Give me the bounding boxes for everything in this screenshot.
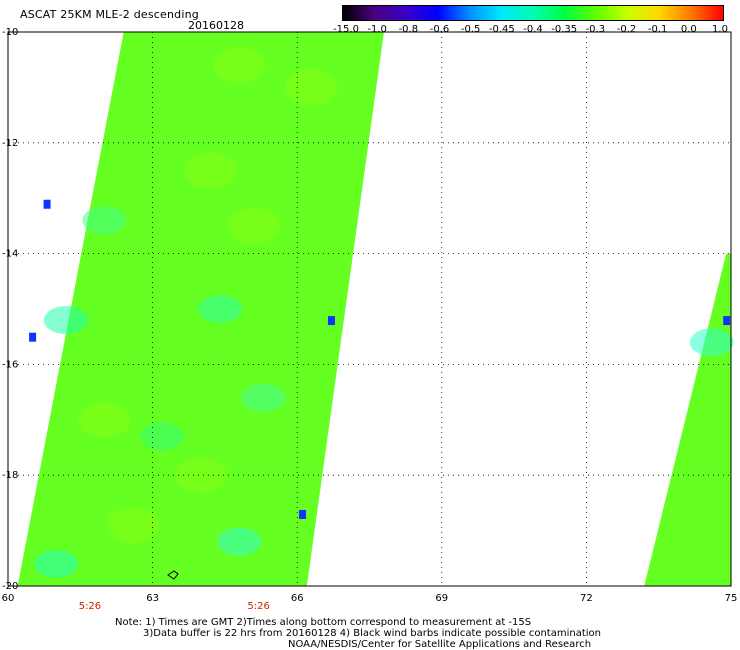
map-title: ASCAT 25KM MLE-2 descending <box>20 8 199 21</box>
colorbar-labels: -15.0 -1.0 -0.8 -0.6 -0.5 -0.45 -0.4 -0.35 -0.3-… <box>330 24 730 36</box>
lat-tick-label: -12 <box>2 138 18 149</box>
data-patch <box>213 47 266 84</box>
blue-pixel <box>723 316 731 326</box>
data-patch <box>43 306 88 335</box>
map-date: 20160128 <box>188 19 244 32</box>
east-swath <box>644 253 731 586</box>
map-frame <box>7 31 732 587</box>
data-patch <box>34 549 79 578</box>
blue-pixel <box>29 332 37 342</box>
colorbar-tick-label: -0.2 <box>616 24 637 35</box>
lat-tick-label: -14 <box>2 249 18 260</box>
data-patch <box>241 383 286 412</box>
data-patch <box>107 507 160 544</box>
lat-tick-label: -20 <box>2 581 18 592</box>
lon-tick-label: 72 <box>580 593 593 604</box>
data-patch <box>174 457 227 494</box>
colorbar-tick-label: -15.0 <box>333 24 359 35</box>
lon-tick-label: 60 <box>2 593 15 604</box>
colorbar <box>342 5 724 21</box>
colorbar-tick-label: -0.3 <box>585 24 606 35</box>
footnote-line-1: Note: 1) Times are GMT 2)Times along bot… <box>115 617 532 628</box>
lon-tick-label: 69 <box>435 593 448 604</box>
colorbar-tick-label: -0.5 <box>460 24 481 35</box>
lat-tick-label: -16 <box>2 359 18 370</box>
footnote: Note: 1) Times are GMT 2)Times along bot… <box>115 617 601 650</box>
data-patch <box>227 207 280 244</box>
data-patch <box>198 295 243 323</box>
time-label: 5:26 <box>79 601 101 612</box>
data-patch <box>140 422 185 451</box>
footnote-line-3: NOAA/NESDIS/Center for Satellite Applica… <box>288 639 592 650</box>
colorbar-tick-label: -0.8 <box>398 24 419 35</box>
colorbar-tick-label: -0.1 <box>647 24 668 35</box>
blue-pixel <box>43 199 51 209</box>
lon-tick-label: 66 <box>291 593 304 604</box>
lon-tick-label: 75 <box>725 593 738 604</box>
colorbar-tick-label: -0.35 <box>551 24 578 35</box>
blue-pixel <box>299 509 307 519</box>
colorbar-tick-label: -0.45 <box>488 24 515 35</box>
data-patch <box>217 527 262 556</box>
colorbar-tick-label: 1.0 <box>712 24 728 35</box>
colorbar-tick-label: -0.6 <box>429 24 450 35</box>
data-patch <box>184 152 237 189</box>
wind-barb-icon <box>167 570 179 580</box>
colorbar-tick-label: -1.0 <box>367 24 387 35</box>
colorbar-tick-label: 0.0 <box>680 24 697 35</box>
data-patch <box>689 328 734 357</box>
lat-tick-label: -18 <box>2 470 18 481</box>
data-patch <box>285 69 338 106</box>
lon-tick-label: 63 <box>146 593 159 604</box>
colorbar-tick-label: -0.4 <box>523 24 543 35</box>
footnote-line-2: 3)Data buffer is 22 hrs from 20160128 4)… <box>143 628 601 639</box>
blue-pixel <box>327 316 335 326</box>
time-label: 5:26 <box>247 601 269 612</box>
lat-tick-label: -10 <box>2 27 18 38</box>
data-patch <box>78 401 131 438</box>
data-patch <box>82 206 127 235</box>
